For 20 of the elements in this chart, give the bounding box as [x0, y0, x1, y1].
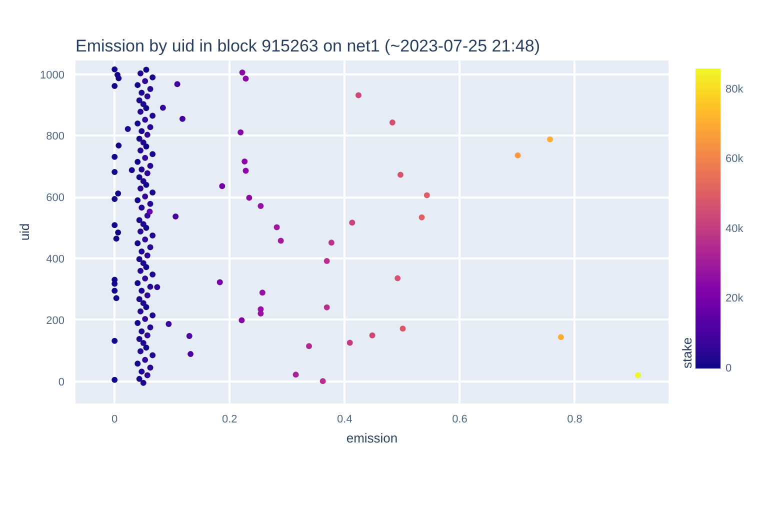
- y-tick-label: 400: [46, 254, 65, 266]
- y-axis-title: uid: [17, 223, 32, 241]
- y-tick-label: 0: [58, 376, 65, 388]
- y-tick-label: 200: [46, 314, 65, 327]
- x-tick-label: 0.2: [222, 414, 238, 426]
- color-bar-label: 20k: [726, 292, 744, 305]
- chart-title: Emission by uid in block 915263 on net1 (~2023-07-25 21:48): [76, 36, 540, 56]
- color-bar-label: 80k: [726, 83, 744, 96]
- x-tick-label: 0.8: [567, 414, 582, 426]
- y-tick-label: 800: [46, 130, 65, 143]
- x-axis-title: emission: [346, 430, 398, 446]
- color-bar-label: 0: [726, 362, 732, 374]
- color-bar-label: 60k: [726, 153, 744, 166]
- y-tick-label: 1000: [40, 69, 65, 82]
- x-tick-label: 0.4: [337, 414, 352, 426]
- color-bar-title: stake: [680, 337, 694, 368]
- y-tick-label: 600: [46, 192, 65, 204]
- x-tick-label: 0.6: [452, 414, 468, 426]
- color-bar-label: 40k: [726, 222, 744, 235]
- x-tick-label: 0: [112, 414, 118, 426]
